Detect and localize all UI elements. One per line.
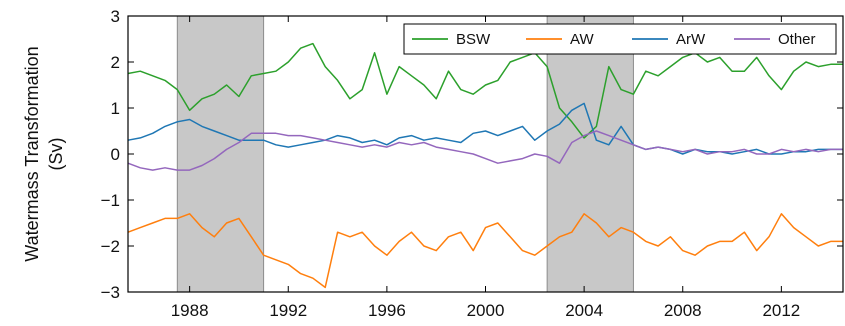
x-tick-label: 2008 xyxy=(664,301,702,320)
series-lines xyxy=(127,42,843,289)
y-tick-label: −3 xyxy=(101,283,120,302)
legend-label-bsw: BSW xyxy=(456,31,491,48)
shaded-periods xyxy=(176,15,634,293)
y-tick-label: 0 xyxy=(111,145,120,164)
y-axis-label: Watermass Transformation (Sv) xyxy=(22,46,66,261)
shaded-period-2 xyxy=(546,15,634,293)
series-line-bsw xyxy=(127,42,843,139)
legend-label-other: Other xyxy=(778,31,816,48)
axes: −3 −2 −1 0 1 2 3 1988 1992 1996 2000 2004 2008 2012 xyxy=(101,7,843,320)
series-line-aw xyxy=(127,213,843,289)
y-tick-label: −2 xyxy=(101,237,120,256)
x-tick-label: 1996 xyxy=(368,301,406,320)
legend-label-aw: AW xyxy=(570,31,594,48)
y-tick-label: −1 xyxy=(101,191,120,210)
series-line-arw xyxy=(127,102,843,155)
y-tick-label: 2 xyxy=(111,53,120,72)
legend-label-arw: ArW xyxy=(676,31,706,48)
y-tick-label: 3 xyxy=(111,7,120,26)
series-line-other xyxy=(127,130,843,171)
y-tick-label: 1 xyxy=(111,99,120,118)
x-tick-label: 2000 xyxy=(467,301,505,320)
x-tick-label: 1988 xyxy=(171,301,209,320)
x-tick-label: 2004 xyxy=(565,301,603,320)
legend: BSW AW ArW Other xyxy=(403,23,837,55)
x-tick-label: 1992 xyxy=(269,301,307,320)
x-tick-label: 2012 xyxy=(762,301,800,320)
